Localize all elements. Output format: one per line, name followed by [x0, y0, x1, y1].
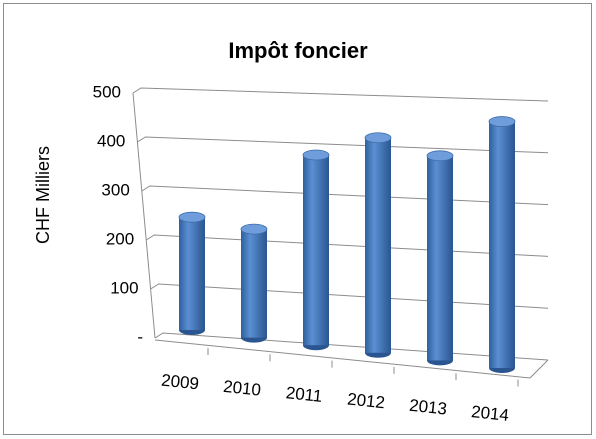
y-tick-label: 200 — [106, 229, 134, 248]
cylinder-body — [365, 137, 391, 353]
cylinder — [240, 223, 268, 343]
cylinder-top — [240, 223, 268, 235]
cylinder-body — [489, 121, 515, 368]
grid-line — [132, 87, 549, 102]
y-axis-line — [132, 92, 156, 339]
x-tick-label: 2013 — [408, 396, 448, 419]
cylinder-top — [302, 149, 330, 161]
cylinder — [178, 211, 206, 335]
cylinder-body — [241, 229, 267, 338]
floor-edge — [154, 339, 531, 379]
cylinder — [364, 132, 392, 358]
x-tick-label: 2014 — [470, 402, 510, 425]
x-tick-label: 2010 — [222, 377, 262, 400]
y-tick-label: 100 — [110, 278, 138, 297]
y-tick-label: 300 — [101, 180, 129, 199]
cylinder-top — [178, 211, 206, 223]
chart-title: Impôt foncier — [228, 38, 368, 63]
grid-line — [137, 136, 549, 154]
cylinder-top — [426, 150, 454, 162]
cylinder — [488, 116, 516, 373]
grid-line — [141, 185, 549, 206]
grid-line — [145, 234, 549, 257]
y-axis-label: CHF Milliers — [33, 146, 53, 244]
grid-line — [150, 283, 549, 309]
x-tick-label: 2012 — [346, 389, 386, 412]
cylinder — [426, 150, 454, 366]
y-tick-label: - — [137, 327, 143, 346]
y-tick-label: 400 — [97, 131, 125, 150]
cylinder-top — [488, 116, 516, 127]
cylinder-body — [303, 155, 329, 346]
y-tick-label: 500 — [93, 82, 121, 101]
cylinder-body — [179, 217, 205, 330]
x-tick-label: 2009 — [160, 371, 200, 394]
cylinder-body — [427, 155, 453, 361]
cylinder-top — [364, 132, 392, 144]
grid-line — [154, 332, 549, 361]
x-tick-label: 2011 — [285, 383, 323, 406]
cylinder — [302, 149, 330, 351]
floor-right-edge — [529, 359, 549, 379]
